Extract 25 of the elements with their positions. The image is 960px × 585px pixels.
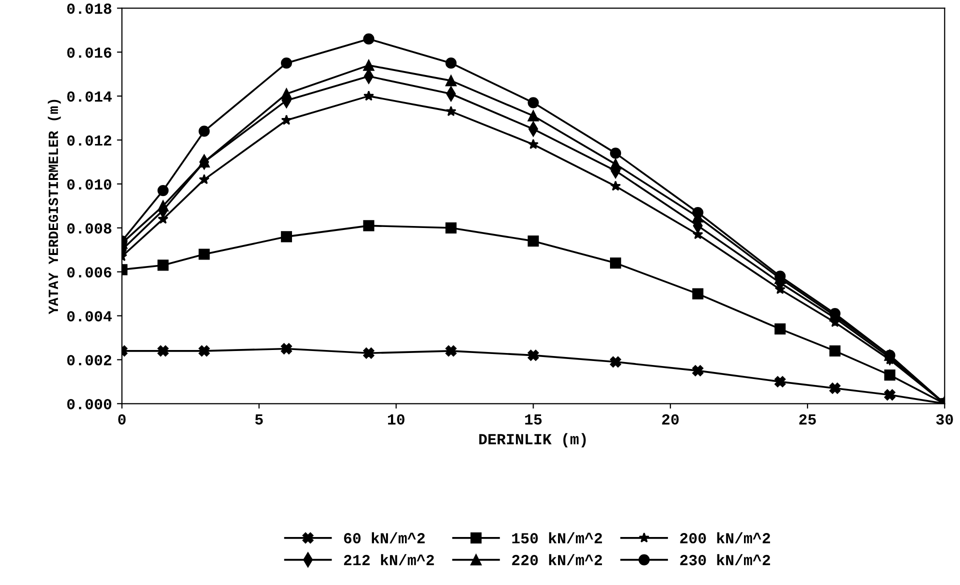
y-tick-label: 0.002 bbox=[67, 355, 112, 366]
y-tick-label: 0.008 bbox=[67, 223, 112, 234]
x-tick-label: 20 bbox=[662, 414, 679, 425]
legend-label: 200 kN/m^2 bbox=[680, 532, 770, 544]
y-tick-label: 0.018 bbox=[67, 4, 112, 14]
legend-label: 230 kN/m^2 bbox=[680, 554, 770, 566]
legend-label: 212 kN/m^2 bbox=[344, 554, 434, 566]
y-tick-label: 0.010 bbox=[67, 179, 112, 190]
y-tick-label: 0.000 bbox=[67, 398, 112, 410]
y-axis-title: YATAY YERDEGISTIRMELER (m) bbox=[48, 100, 61, 314]
x-tick-label: 15 bbox=[525, 414, 542, 425]
legend-label: 150 kN/m^2 bbox=[512, 532, 602, 544]
x-tick-label: 5 bbox=[255, 414, 263, 425]
legend-label: 60 kN/m^2 bbox=[344, 532, 425, 544]
x-tick-label: 0 bbox=[118, 414, 126, 425]
x-tick-label: 10 bbox=[388, 414, 404, 425]
x-tick-label: 25 bbox=[799, 414, 816, 425]
y-tick-label: 0.006 bbox=[67, 267, 112, 278]
legend-label: 220 kN/m^2 bbox=[512, 554, 602, 566]
y-tick-label: 0.016 bbox=[67, 47, 112, 58]
y-tick-label: 0.012 bbox=[67, 135, 112, 146]
x-tick-label: 30 bbox=[936, 414, 953, 425]
y-tick-label: 0.014 bbox=[67, 91, 112, 102]
x-axis-title: DERINLIK (m) bbox=[479, 433, 586, 448]
y-tick-label: 0.004 bbox=[67, 311, 112, 322]
